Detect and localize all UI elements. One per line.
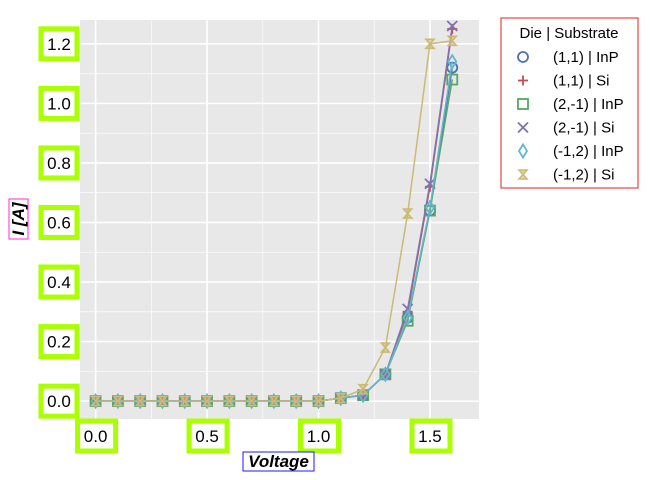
y-tick-label-box — [38, 204, 80, 240]
legend-marker — [517, 121, 529, 134]
data-point — [89, 395, 102, 407]
y-tick-label-box — [38, 26, 80, 62]
legend-entry: (1,1) | InP — [517, 49, 619, 66]
data-point — [447, 53, 458, 70]
data-point — [357, 383, 369, 395]
y-tick-label-box — [38, 145, 80, 181]
data-point — [446, 20, 458, 32]
data-point — [446, 73, 459, 86]
legend-entries: (1,1) | InP (1,1) | Si (2,-1) | InP (2,-1) … — [517, 49, 624, 184]
y-tick-label: 1.0 — [47, 94, 71, 113]
data-point — [446, 35, 459, 47]
legend-marker — [517, 142, 529, 160]
x-tick-label-box — [186, 418, 230, 454]
y-tick-label: 0.8 — [47, 154, 71, 173]
data-point — [424, 38, 436, 50]
legend-title: Die | Substrate — [520, 25, 619, 42]
y-axis-label-frame — [8, 198, 29, 240]
x-tick-label-box — [298, 418, 342, 454]
plot-background — [80, 20, 479, 419]
legend-label: (1,1) | InP — [553, 49, 619, 66]
x-tick-label-box — [75, 418, 119, 454]
data-point — [156, 395, 169, 407]
y-axis-label-group: I [A] — [8, 198, 29, 240]
x-tick-label: 0.5 — [195, 427, 219, 446]
grid — [80, 20, 479, 419]
legend-entry: (-1,2) | Si — [517, 167, 614, 184]
legend-label: (2,-1) | Si — [553, 120, 614, 137]
data-point — [402, 303, 414, 315]
data-point — [290, 395, 302, 407]
legend-label: (2,-1) | InP — [553, 96, 624, 113]
x-axis-ticks: 0.0 0.5 1.0 1.5 — [75, 418, 453, 454]
legend-marker — [518, 75, 528, 86]
x-tick-label: 1.0 — [307, 427, 331, 446]
data-point — [245, 395, 258, 407]
legend-frame — [500, 17, 639, 189]
y-tick-label: 0.4 — [47, 273, 71, 292]
series-6 — [89, 35, 459, 407]
y-axis-label: I [A] — [9, 201, 28, 235]
legend-marker — [517, 98, 529, 110]
x-tick-label-box — [409, 418, 453, 454]
y-tick-label-box — [38, 383, 80, 419]
x-tick-label: 0.0 — [84, 427, 108, 446]
x-tick-label: 1.5 — [418, 427, 442, 446]
y-axis-ticks: 0.0 0.2 0.4 0.6 0.8 1.0 1.2 — [38, 26, 80, 419]
series-layer — [89, 20, 459, 410]
y-tick-label: 0.2 — [47, 333, 71, 352]
legend-label: (1,1) | Si — [553, 73, 609, 90]
data-point — [201, 395, 213, 407]
legend-label: (-1,2) | Si — [553, 167, 614, 184]
x-axis-label-frame — [242, 451, 315, 472]
legend-entry: (1,1) | Si — [518, 73, 609, 90]
data-point — [402, 309, 413, 326]
y-tick-label: 0.6 — [47, 213, 71, 232]
legend: Die | Substrate (1,1) | InP (1,1) | Si (2,… — [500, 17, 639, 189]
x-axis-label-group: Voltage — [242, 451, 315, 472]
data-point — [178, 395, 191, 407]
data-point — [401, 208, 414, 219]
data-point — [380, 366, 391, 383]
x-axis-label: Voltage — [248, 452, 309, 471]
data-point — [312, 395, 325, 407]
data-point — [268, 395, 280, 407]
data-point — [379, 342, 392, 353]
legend-entry: (-1,2) | InP — [517, 142, 624, 160]
data-point — [112, 395, 124, 407]
legend-label: (-1,2) | InP — [553, 143, 624, 160]
y-tick-label: 0.0 — [47, 392, 71, 411]
y-tick-label-box — [38, 324, 80, 360]
y-tick-label: 1.2 — [47, 35, 71, 54]
data-point — [424, 199, 436, 216]
data-point — [335, 392, 347, 404]
data-point — [134, 395, 146, 407]
y-tick-label-box — [38, 85, 80, 121]
data-point — [223, 395, 236, 407]
legend-marker — [517, 169, 529, 180]
legend-marker — [517, 51, 529, 63]
legend-entry: (2,-1) | InP — [517, 96, 624, 113]
legend-entry: (2,-1) | Si — [517, 120, 614, 137]
y-tick-label-box — [38, 264, 80, 300]
